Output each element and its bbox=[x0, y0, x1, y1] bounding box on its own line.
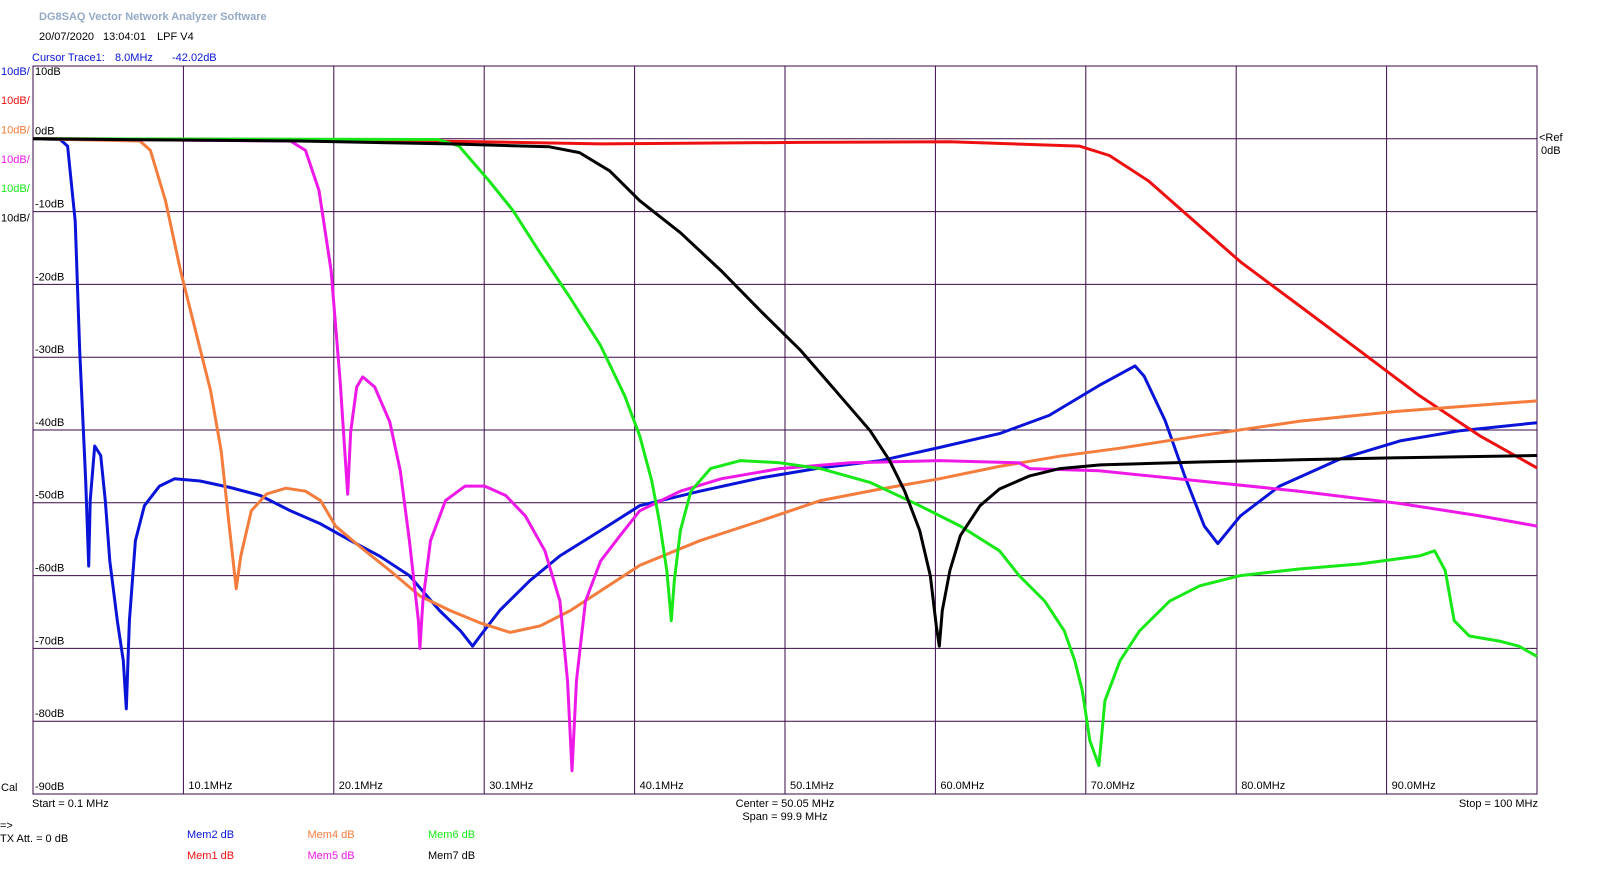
y-tick-label: -60dB bbox=[35, 563, 64, 575]
trace bbox=[32, 137, 1538, 711]
trace bbox=[32, 137, 1538, 768]
x-tick-label: 30.1MHz bbox=[489, 780, 533, 792]
scale-label: 10dB/ bbox=[1, 183, 31, 195]
trace bbox=[32, 137, 1538, 773]
trace bbox=[32, 137, 1538, 634]
legend-entry: Mem7 dB bbox=[428, 850, 475, 862]
x-tick-label: 70.0MHz bbox=[1091, 780, 1135, 792]
x-tick-label: 90.0MHz bbox=[1392, 780, 1436, 792]
cursor-label: Cursor Trace1: bbox=[32, 52, 105, 64]
x-tick-label: 80.0MHz bbox=[1241, 780, 1285, 792]
scale-label: 10dB/ bbox=[1, 125, 31, 137]
start-label: Start = 0.1 MHz bbox=[32, 798, 109, 810]
cursor-x: 8.0MHz bbox=[115, 52, 153, 64]
y-tick-label: -70dB bbox=[35, 635, 64, 647]
x-tick-label: 50.1MHz bbox=[790, 780, 834, 792]
time: 13:04:01 bbox=[103, 31, 146, 43]
span-label: Span = 99.9 MHz bbox=[742, 811, 827, 823]
scale-label: 10dB/ bbox=[1, 154, 31, 166]
y-tick-label: -50dB bbox=[35, 490, 64, 502]
x-tick-label: 40.1MHz bbox=[640, 780, 684, 792]
trace bbox=[32, 137, 1538, 470]
ref-label: <Ref bbox=[1539, 132, 1563, 144]
legend-entry: Mem6 dB bbox=[428, 829, 475, 841]
legend-entry: Mem2 dB bbox=[187, 829, 234, 841]
app-title: DG8SAQ Vector Network Analyzer Software bbox=[39, 11, 267, 23]
y-tick-label: -10dB bbox=[35, 199, 64, 211]
scale-label: 10dB/ bbox=[1, 212, 31, 224]
scale-label: 10dB/ bbox=[1, 66, 31, 78]
legend-entry: Mem1 dB bbox=[187, 850, 234, 862]
cursor-y: -42.02dB bbox=[172, 52, 217, 64]
ref-value: 0dB bbox=[1541, 145, 1561, 157]
y-tick-label: -80dB bbox=[35, 708, 64, 720]
x-tick-label: 60.0MHz bbox=[940, 780, 984, 792]
stop-label: Stop = 100 MHz bbox=[1459, 798, 1538, 810]
y-tick-label: 10dB bbox=[35, 66, 61, 78]
trace bbox=[32, 137, 1538, 648]
cal-label: Cal bbox=[1, 782, 18, 794]
x-tick-label: 20.1MHz bbox=[339, 780, 383, 792]
center-label: Center = 50.05 MHz bbox=[736, 798, 835, 810]
y-tick-label: -40dB bbox=[35, 417, 64, 429]
y-tick-label: -30dB bbox=[35, 344, 64, 356]
y-tick-label: -20dB bbox=[35, 271, 64, 283]
legend-entry: Mem5 dB bbox=[308, 850, 355, 862]
date: 20/07/2020 bbox=[39, 31, 94, 43]
y-tick-label: -90dB bbox=[35, 781, 64, 793]
legend-entry: Mem4 dB bbox=[308, 829, 355, 841]
plot bbox=[32, 65, 1538, 795]
x-tick-label: 10.1MHz bbox=[188, 780, 232, 792]
measurement-name: LPF V4 bbox=[157, 31, 194, 43]
y-tick-label: 0dB bbox=[35, 126, 55, 138]
scale-label: 10dB/ bbox=[1, 95, 31, 107]
arrow-label: => bbox=[0, 820, 13, 832]
tx-att-label: TX Att. = 0 dB bbox=[0, 833, 68, 845]
